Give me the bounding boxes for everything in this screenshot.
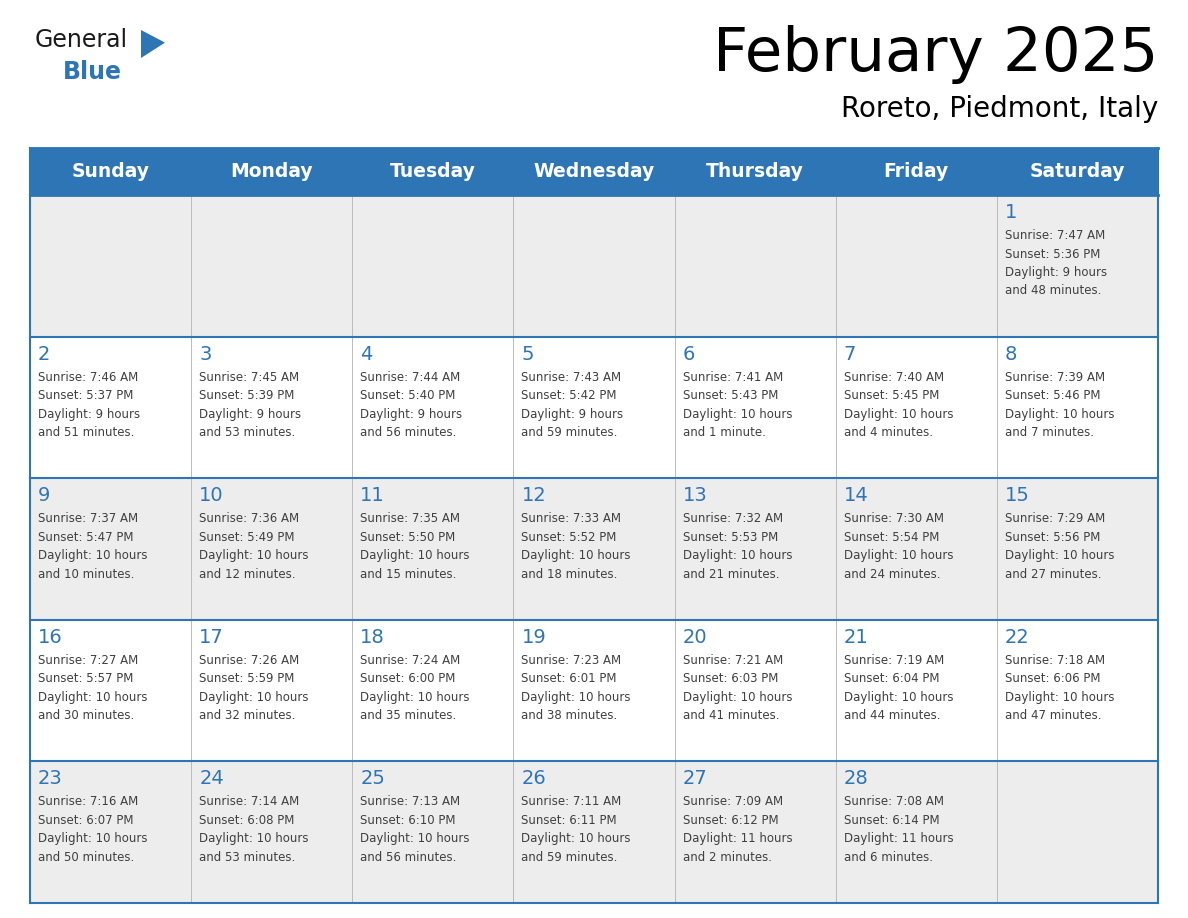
Polygon shape bbox=[141, 30, 165, 58]
Text: 10: 10 bbox=[200, 487, 223, 505]
Text: Blue: Blue bbox=[63, 60, 122, 84]
Text: 18: 18 bbox=[360, 628, 385, 647]
Text: Sunrise: 7:19 AM
Sunset: 6:04 PM
Daylight: 10 hours
and 44 minutes.: Sunrise: 7:19 AM Sunset: 6:04 PM Dayligh… bbox=[843, 654, 953, 722]
Text: Sunrise: 7:09 AM
Sunset: 6:12 PM
Daylight: 11 hours
and 2 minutes.: Sunrise: 7:09 AM Sunset: 6:12 PM Dayligh… bbox=[683, 795, 792, 864]
Text: Sunday: Sunday bbox=[71, 162, 150, 181]
Text: Tuesday: Tuesday bbox=[390, 162, 476, 181]
Text: 20: 20 bbox=[683, 628, 707, 647]
Text: Sunrise: 7:24 AM
Sunset: 6:00 PM
Daylight: 10 hours
and 35 minutes.: Sunrise: 7:24 AM Sunset: 6:00 PM Dayligh… bbox=[360, 654, 469, 722]
Text: 28: 28 bbox=[843, 769, 868, 789]
Bar bbox=[30, 478, 1158, 620]
Text: 25: 25 bbox=[360, 769, 385, 789]
Text: Sunrise: 7:41 AM
Sunset: 5:43 PM
Daylight: 10 hours
and 1 minute.: Sunrise: 7:41 AM Sunset: 5:43 PM Dayligh… bbox=[683, 371, 792, 439]
Text: Sunrise: 7:13 AM
Sunset: 6:10 PM
Daylight: 10 hours
and 56 minutes.: Sunrise: 7:13 AM Sunset: 6:10 PM Dayligh… bbox=[360, 795, 469, 864]
Text: Sunrise: 7:46 AM
Sunset: 5:37 PM
Daylight: 9 hours
and 51 minutes.: Sunrise: 7:46 AM Sunset: 5:37 PM Dayligh… bbox=[38, 371, 140, 439]
Text: Thursday: Thursday bbox=[706, 162, 804, 181]
Text: 24: 24 bbox=[200, 769, 223, 789]
Text: Sunrise: 7:37 AM
Sunset: 5:47 PM
Daylight: 10 hours
and 10 minutes.: Sunrise: 7:37 AM Sunset: 5:47 PM Dayligh… bbox=[38, 512, 147, 581]
Text: 22: 22 bbox=[1005, 628, 1030, 647]
Text: February 2025: February 2025 bbox=[713, 25, 1158, 84]
Text: Sunrise: 7:44 AM
Sunset: 5:40 PM
Daylight: 9 hours
and 56 minutes.: Sunrise: 7:44 AM Sunset: 5:40 PM Dayligh… bbox=[360, 371, 462, 439]
Text: 7: 7 bbox=[843, 344, 857, 364]
Text: Sunrise: 7:27 AM
Sunset: 5:57 PM
Daylight: 10 hours
and 30 minutes.: Sunrise: 7:27 AM Sunset: 5:57 PM Dayligh… bbox=[38, 654, 147, 722]
Text: 16: 16 bbox=[38, 628, 63, 647]
Text: 6: 6 bbox=[683, 344, 695, 364]
Bar bbox=[30, 195, 1158, 337]
Text: Sunrise: 7:33 AM
Sunset: 5:52 PM
Daylight: 10 hours
and 18 minutes.: Sunrise: 7:33 AM Sunset: 5:52 PM Dayligh… bbox=[522, 512, 631, 581]
Bar bbox=[30, 337, 1158, 478]
Text: 12: 12 bbox=[522, 487, 546, 505]
Bar bbox=[30, 761, 1158, 903]
Text: 17: 17 bbox=[200, 628, 223, 647]
Text: Sunrise: 7:32 AM
Sunset: 5:53 PM
Daylight: 10 hours
and 21 minutes.: Sunrise: 7:32 AM Sunset: 5:53 PM Dayligh… bbox=[683, 512, 792, 581]
Text: Sunrise: 7:18 AM
Sunset: 6:06 PM
Daylight: 10 hours
and 47 minutes.: Sunrise: 7:18 AM Sunset: 6:06 PM Dayligh… bbox=[1005, 654, 1114, 722]
Text: 27: 27 bbox=[683, 769, 707, 789]
Text: 13: 13 bbox=[683, 487, 707, 505]
Text: Sunrise: 7:11 AM
Sunset: 6:11 PM
Daylight: 10 hours
and 59 minutes.: Sunrise: 7:11 AM Sunset: 6:11 PM Dayligh… bbox=[522, 795, 631, 864]
Text: Sunrise: 7:14 AM
Sunset: 6:08 PM
Daylight: 10 hours
and 53 minutes.: Sunrise: 7:14 AM Sunset: 6:08 PM Dayligh… bbox=[200, 795, 309, 864]
Text: Sunrise: 7:47 AM
Sunset: 5:36 PM
Daylight: 9 hours
and 48 minutes.: Sunrise: 7:47 AM Sunset: 5:36 PM Dayligh… bbox=[1005, 229, 1107, 297]
Text: Sunrise: 7:39 AM
Sunset: 5:46 PM
Daylight: 10 hours
and 7 minutes.: Sunrise: 7:39 AM Sunset: 5:46 PM Dayligh… bbox=[1005, 371, 1114, 439]
Text: 4: 4 bbox=[360, 344, 373, 364]
Bar bbox=[30, 620, 1158, 761]
Text: Sunrise: 7:35 AM
Sunset: 5:50 PM
Daylight: 10 hours
and 15 minutes.: Sunrise: 7:35 AM Sunset: 5:50 PM Dayligh… bbox=[360, 512, 469, 581]
Text: Sunrise: 7:30 AM
Sunset: 5:54 PM
Daylight: 10 hours
and 24 minutes.: Sunrise: 7:30 AM Sunset: 5:54 PM Dayligh… bbox=[843, 512, 953, 581]
Text: 3: 3 bbox=[200, 344, 211, 364]
Text: 1: 1 bbox=[1005, 203, 1017, 222]
Text: Roreto, Piedmont, Italy: Roreto, Piedmont, Italy bbox=[841, 95, 1158, 123]
Text: Sunrise: 7:45 AM
Sunset: 5:39 PM
Daylight: 9 hours
and 53 minutes.: Sunrise: 7:45 AM Sunset: 5:39 PM Dayligh… bbox=[200, 371, 302, 439]
Text: Sunrise: 7:29 AM
Sunset: 5:56 PM
Daylight: 10 hours
and 27 minutes.: Sunrise: 7:29 AM Sunset: 5:56 PM Dayligh… bbox=[1005, 512, 1114, 581]
Text: 21: 21 bbox=[843, 628, 868, 647]
Text: General: General bbox=[34, 28, 128, 52]
Text: Saturday: Saturday bbox=[1030, 162, 1125, 181]
Text: 23: 23 bbox=[38, 769, 63, 789]
Text: 8: 8 bbox=[1005, 344, 1017, 364]
Text: 14: 14 bbox=[843, 487, 868, 505]
Text: Friday: Friday bbox=[884, 162, 949, 181]
Text: 19: 19 bbox=[522, 628, 546, 647]
Bar bbox=[30, 148, 1158, 195]
Text: Monday: Monday bbox=[230, 162, 312, 181]
Text: 26: 26 bbox=[522, 769, 546, 789]
Text: 11: 11 bbox=[360, 487, 385, 505]
Text: 9: 9 bbox=[38, 487, 50, 505]
Text: Sunrise: 7:23 AM
Sunset: 6:01 PM
Daylight: 10 hours
and 38 minutes.: Sunrise: 7:23 AM Sunset: 6:01 PM Dayligh… bbox=[522, 654, 631, 722]
Text: 15: 15 bbox=[1005, 487, 1030, 505]
Text: Sunrise: 7:08 AM
Sunset: 6:14 PM
Daylight: 11 hours
and 6 minutes.: Sunrise: 7:08 AM Sunset: 6:14 PM Dayligh… bbox=[843, 795, 953, 864]
Text: Wednesday: Wednesday bbox=[533, 162, 655, 181]
Text: Sunrise: 7:43 AM
Sunset: 5:42 PM
Daylight: 9 hours
and 59 minutes.: Sunrise: 7:43 AM Sunset: 5:42 PM Dayligh… bbox=[522, 371, 624, 439]
Text: Sunrise: 7:40 AM
Sunset: 5:45 PM
Daylight: 10 hours
and 4 minutes.: Sunrise: 7:40 AM Sunset: 5:45 PM Dayligh… bbox=[843, 371, 953, 439]
Text: 5: 5 bbox=[522, 344, 533, 364]
Text: 2: 2 bbox=[38, 344, 50, 364]
Text: Sunrise: 7:16 AM
Sunset: 6:07 PM
Daylight: 10 hours
and 50 minutes.: Sunrise: 7:16 AM Sunset: 6:07 PM Dayligh… bbox=[38, 795, 147, 864]
Text: Sunrise: 7:36 AM
Sunset: 5:49 PM
Daylight: 10 hours
and 12 minutes.: Sunrise: 7:36 AM Sunset: 5:49 PM Dayligh… bbox=[200, 512, 309, 581]
Text: Sunrise: 7:21 AM
Sunset: 6:03 PM
Daylight: 10 hours
and 41 minutes.: Sunrise: 7:21 AM Sunset: 6:03 PM Dayligh… bbox=[683, 654, 792, 722]
Text: Sunrise: 7:26 AM
Sunset: 5:59 PM
Daylight: 10 hours
and 32 minutes.: Sunrise: 7:26 AM Sunset: 5:59 PM Dayligh… bbox=[200, 654, 309, 722]
